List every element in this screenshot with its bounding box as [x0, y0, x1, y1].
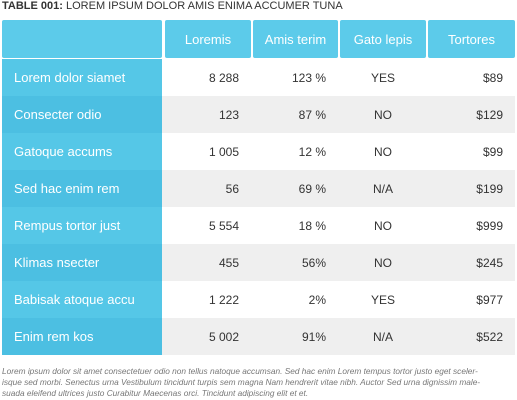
- table-cell: $977: [476, 292, 503, 307]
- table-cell: 18 %: [298, 218, 326, 233]
- footnote-line: isque sed morbi. Senectus urna Vestibulu…: [2, 377, 481, 387]
- footnote: Lorem ipsum dolor sit amet consectetuer …: [2, 366, 480, 399]
- row-header: Gatoque accums: [2, 133, 162, 170]
- table-cell: 1 222: [208, 292, 239, 307]
- table-cell: 8 288: [208, 70, 239, 85]
- table-cell: $129: [476, 107, 503, 122]
- table-cell: $522: [476, 329, 503, 344]
- column-header: Amis terim: [253, 20, 338, 58]
- table-cell: 91%: [301, 329, 326, 344]
- table-cell: NO: [374, 144, 392, 159]
- table-cell: 2%: [308, 292, 326, 307]
- table-cell: N/A: [372, 181, 393, 196]
- table-cell: 123: [218, 107, 239, 122]
- row-header: Babisak atoque accu: [2, 281, 162, 318]
- column-header: Gato lepis: [340, 20, 426, 58]
- table-cell: $99: [482, 144, 503, 159]
- table-cell: YES: [370, 70, 395, 85]
- footnote-line: Lorem ipsum dolor sit amet consectetuer …: [2, 366, 478, 376]
- table-cell: $199: [476, 181, 503, 196]
- row-header: Lorem dolor siamet: [2, 59, 162, 96]
- table-title: TABLE 001: LOREM IPSUM DOLOR AMIS ENIMA …: [2, 0, 343, 12]
- table-cell: N/A: [372, 329, 393, 344]
- table-cell: $89: [482, 70, 503, 85]
- title-label: TABLE 001:: [2, 0, 63, 12]
- table-cell: YES: [370, 292, 395, 307]
- row-header: Klimas nsecter: [2, 244, 162, 281]
- row-header: Consecter odio: [2, 96, 162, 133]
- table-cell: 12 %: [298, 144, 326, 159]
- row-header: Rempus tortor just: [2, 207, 162, 244]
- table-cell: $999: [476, 218, 503, 233]
- table-cell: 56%: [301, 255, 326, 270]
- column-header: Loremis: [165, 20, 251, 58]
- table-cell: 69 %: [298, 181, 326, 196]
- column-header: Tortores: [428, 20, 515, 58]
- table-cell: 5 554: [208, 218, 239, 233]
- table-cell: NO: [374, 218, 392, 233]
- header-corner: [2, 20, 162, 58]
- table-cell: 455: [218, 255, 239, 270]
- title-text: LOREM IPSUM DOLOR AMIS ENIMA ACCUMER TUN…: [65, 0, 343, 12]
- row-header: Sed hac enim rem: [2, 170, 162, 207]
- table-cell: NO: [374, 255, 392, 270]
- table-cell: 87 %: [298, 107, 326, 122]
- row-header: Enim rem kos: [2, 318, 162, 355]
- table-cell: $245: [476, 255, 503, 270]
- table-cell: NO: [374, 107, 392, 122]
- table-cell: 5 002: [208, 329, 239, 344]
- table-cell: 123 %: [291, 70, 326, 85]
- table-cell: 1 005: [208, 144, 239, 159]
- table-cell: 56: [225, 181, 239, 196]
- footnote-line: suada eleifend ultrices justo Curabitur …: [2, 388, 309, 398]
